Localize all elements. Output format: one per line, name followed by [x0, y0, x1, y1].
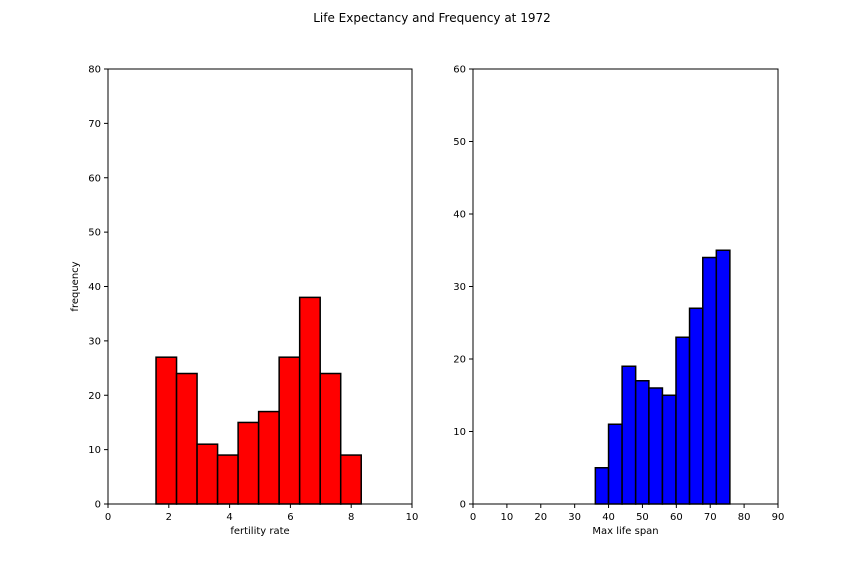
histogram-bar	[702, 256, 718, 505]
y-tick-label: 40	[453, 210, 466, 221]
x-tick-label: 4	[226, 512, 232, 523]
x-tick-label: 60	[670, 512, 683, 523]
histogram-bar	[675, 336, 691, 505]
x-tick-label: 10	[406, 512, 419, 523]
histogram-bar	[196, 443, 219, 505]
histogram-bar	[155, 356, 178, 505]
y-tick-label: 60	[88, 173, 101, 184]
chart-panels: 0 2 4 6 8 10 0 10 20 30 40 50 60 70 80 fertility rate fr…	[70, 65, 784, 538]
y-tick-label: 20	[88, 391, 101, 402]
x-axis-label: fertility rate	[230, 526, 289, 537]
histogram-bar	[319, 372, 342, 505]
y-tick-label: 40	[88, 282, 101, 293]
histogram-lifespan: 0 10 20 30 40 50 60 70 80 90 0 10 20 30 40 50 60 Max life…	[453, 65, 784, 538]
x-tick-label: 70	[704, 512, 717, 523]
histogram-bar	[634, 380, 650, 505]
histogram-bar	[237, 421, 260, 505]
histogram-bar	[688, 307, 704, 505]
histogram-bar	[175, 372, 198, 505]
x-tick-label: 2	[166, 512, 172, 523]
x-tick-label: 20	[534, 512, 547, 523]
x-tick-label: 90	[772, 512, 785, 523]
histogram-bar	[607, 423, 623, 505]
y-axis-label: frequency	[70, 261, 81, 311]
histogram-bar	[594, 467, 610, 505]
y-tick-label: 10	[453, 427, 466, 438]
y-tick-label: 30	[453, 282, 466, 293]
histogram-bar	[661, 394, 677, 505]
x-axis-label: Max life span	[592, 526, 658, 537]
y-tick-label: 20	[453, 355, 466, 366]
y-tick-label: 10	[88, 445, 101, 456]
y-tick-label: 0	[460, 500, 466, 511]
y-tick-label: 50	[453, 137, 466, 148]
histogram-bar	[216, 454, 239, 505]
x-tick-label: 6	[287, 512, 293, 523]
y-tick-label: 0	[95, 500, 101, 511]
histogram-bar	[339, 454, 362, 505]
x-tick-label: 10	[501, 512, 514, 523]
x-tick-label: 30	[568, 512, 581, 523]
x-tick-label: 0	[105, 512, 111, 523]
histogram-bar	[298, 296, 321, 505]
x-tick-label: 80	[738, 512, 751, 523]
y-tick-label: 60	[453, 65, 466, 76]
x-tick-label: 50	[636, 512, 649, 523]
y-tick-label: 50	[88, 228, 101, 239]
y-tick-label: 70	[88, 119, 101, 130]
figure-title: Life Expectancy and Frequency at 1972	[313, 11, 551, 25]
y-tick-label: 30	[88, 336, 101, 347]
histogram-bar	[648, 387, 664, 505]
histogram-bar	[621, 365, 637, 505]
histogram-fertility: 0 2 4 6 8 10 0 10 20 30 40 50 60 70 80 fertility rate fr…	[70, 65, 418, 538]
histogram-bar	[278, 356, 301, 505]
histogram-bar	[257, 410, 280, 505]
x-tick-label: 40	[602, 512, 615, 523]
x-tick-label: 8	[348, 512, 354, 523]
y-tick-label: 80	[88, 65, 101, 76]
x-tick-label: 0	[470, 512, 476, 523]
histogram-bar	[715, 249, 731, 505]
